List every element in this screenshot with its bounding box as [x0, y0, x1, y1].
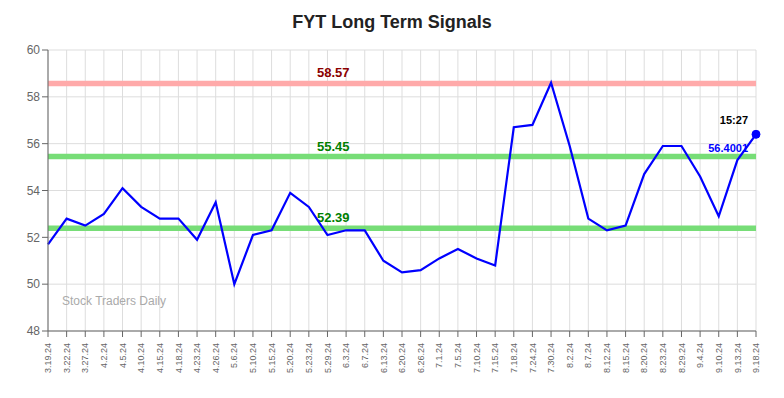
svg-text:7.15.24: 7.15.24 — [490, 343, 500, 373]
svg-text:6.13.24: 6.13.24 — [379, 343, 389, 373]
svg-text:8.29.24: 8.29.24 — [677, 343, 687, 373]
svg-text:4.18.24: 4.18.24 — [174, 343, 184, 373]
svg-text:6.26.24: 6.26.24 — [416, 343, 426, 373]
svg-text:8.2.24: 8.2.24 — [565, 343, 575, 368]
svg-text:52.39: 52.39 — [317, 210, 350, 225]
svg-text:8.12.24: 8.12.24 — [602, 343, 612, 373]
svg-text:6.3.24: 6.3.24 — [341, 343, 351, 368]
svg-text:9.13.24: 9.13.24 — [733, 343, 743, 373]
svg-text:7.30.24: 7.30.24 — [546, 343, 556, 373]
svg-text:6.7.24: 6.7.24 — [360, 343, 370, 368]
svg-text:56: 56 — [27, 137, 41, 151]
svg-text:4.15.24: 4.15.24 — [155, 343, 165, 373]
svg-text:58: 58 — [27, 90, 41, 104]
svg-text:5.23.24: 5.23.24 — [304, 343, 314, 373]
svg-text:3.22.24: 3.22.24 — [62, 343, 72, 373]
svg-text:Stock Traders Daily: Stock Traders Daily — [62, 294, 166, 308]
svg-text:4.5.24: 4.5.24 — [118, 343, 128, 368]
svg-text:55.45: 55.45 — [317, 139, 350, 154]
svg-text:6.20.24: 6.20.24 — [397, 343, 407, 373]
svg-text:56.4001: 56.4001 — [708, 142, 748, 154]
svg-text:3.27.24: 3.27.24 — [80, 343, 90, 373]
svg-text:7.18.24: 7.18.24 — [509, 343, 519, 373]
svg-text:4.2.24: 4.2.24 — [99, 343, 109, 368]
svg-text:5.29.24: 5.29.24 — [323, 343, 333, 373]
svg-text:58.57: 58.57 — [317, 65, 350, 80]
svg-text:7.10.24: 7.10.24 — [472, 343, 482, 373]
svg-text:52: 52 — [27, 231, 41, 245]
svg-text:3.19.24: 3.19.24 — [43, 343, 53, 373]
svg-text:4.23.24: 4.23.24 — [192, 343, 202, 373]
svg-text:9.4.24: 9.4.24 — [695, 343, 705, 368]
svg-text:5.10.24: 5.10.24 — [248, 343, 258, 373]
svg-text:9.10.24: 9.10.24 — [714, 343, 724, 373]
svg-text:8.15.24: 8.15.24 — [621, 343, 631, 373]
svg-text:8.7.24: 8.7.24 — [583, 343, 593, 368]
svg-text:15:27: 15:27 — [720, 114, 748, 126]
svg-text:8.20.24: 8.20.24 — [639, 343, 649, 373]
svg-text:4.26.24: 4.26.24 — [211, 343, 221, 373]
svg-text:60: 60 — [27, 43, 41, 57]
svg-text:5.20.24: 5.20.24 — [285, 343, 295, 373]
svg-text:9.18.24: 9.18.24 — [751, 343, 761, 373]
svg-text:54: 54 — [27, 184, 41, 198]
svg-text:50: 50 — [27, 277, 41, 291]
svg-text:7.5.24: 7.5.24 — [453, 343, 463, 368]
svg-text:7.1.24: 7.1.24 — [434, 343, 444, 368]
svg-text:4.10.24: 4.10.24 — [136, 343, 146, 373]
svg-text:5.6.24: 5.6.24 — [229, 343, 239, 368]
svg-text:7.24.24: 7.24.24 — [528, 343, 538, 373]
svg-text:5.15.24: 5.15.24 — [267, 343, 277, 373]
svg-text:8.23.24: 8.23.24 — [658, 343, 668, 373]
svg-text:48: 48 — [27, 324, 41, 338]
html-text:FYT Long Term Signals: FYT Long Term Signals — [292, 12, 492, 32]
